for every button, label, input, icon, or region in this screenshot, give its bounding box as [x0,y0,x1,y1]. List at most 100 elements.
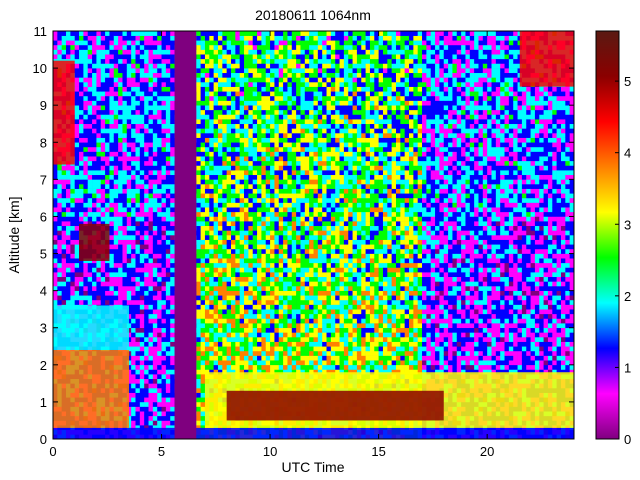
heatmap-cell [165,54,171,60]
heatmap-cell [113,109,119,115]
heatmap-cell [244,281,249,287]
heatmap-cell [235,68,240,74]
heatmap-cell [239,341,245,347]
heatmap-cell [131,128,136,134]
heatmap-cell [118,174,123,180]
heatmap-cell [296,179,301,185]
heatmap-cell [113,128,119,134]
heatmap-cell [148,86,154,92]
heatmap-cell [196,225,201,231]
heatmap-cell [87,262,93,268]
heatmap-cell [66,211,71,217]
heatmap-cell [235,290,240,296]
heatmap-cell [278,286,284,291]
heatmap-cell [118,105,123,111]
heatmap-cell [96,290,102,296]
heatmap-cell [261,160,267,166]
heatmap-cell [139,91,145,97]
heatmap-cell [296,309,301,315]
heatmap-cell [261,146,267,152]
heatmap-cell [257,35,262,41]
heatmap-cell [170,109,175,115]
heatmap-cell [144,374,149,380]
heatmap-cell [74,44,80,50]
heatmap-cell [270,230,275,236]
heatmap-cell [66,197,71,203]
heatmap-cell [222,137,227,143]
heatmap-cell [157,123,162,129]
heatmap-cell [296,360,301,366]
heatmap-cell [57,54,62,60]
heatmap-cell [131,374,136,380]
heatmap-cell [87,58,93,64]
heatmap-cell [291,216,297,222]
heatmap-cell [196,415,201,421]
heatmap-cell [226,244,232,250]
heatmap-cell [66,188,71,194]
heatmap-cell [148,374,154,380]
heatmap-cell [96,295,102,301]
heatmap-cell [139,35,145,41]
heatmap-cell [170,54,175,60]
heatmap-cell [283,221,288,227]
heatmap-cell [135,216,141,222]
heatmap-cell [170,230,175,236]
heatmap-cell [248,350,254,356]
heatmap-cell [118,193,123,199]
heatmap-cell [200,119,206,125]
heatmap-cell [278,202,284,208]
heatmap-cell [157,202,162,208]
heatmap-cell [165,100,171,106]
heatmap-cell [287,332,293,338]
heatmap-cell [217,197,223,203]
heatmap-cell [209,341,214,347]
heatmap-cell [139,337,145,342]
heatmap-cell [287,327,293,333]
heatmap-cell [270,346,275,352]
heatmap-cell [100,133,106,138]
heatmap-cell [118,35,123,41]
heatmap-cell [157,119,162,125]
heatmap-cell [148,160,154,166]
heatmap-cell [196,211,201,217]
heatmap-cell [113,54,119,60]
heatmap-cell [148,225,154,231]
heatmap-cell [144,299,149,305]
heatmap-cell [248,248,254,254]
heatmap-cell [165,392,171,398]
heatmap-cell [109,248,115,254]
heatmap-cell [148,146,154,152]
heatmap-cell [287,146,293,152]
heatmap-cell [139,369,145,375]
heatmap-cell [257,54,262,60]
heatmap-cell [296,355,301,361]
heatmap-cell [204,184,210,189]
heatmap-cell [217,119,223,125]
heatmap-cell [239,82,245,87]
heatmap-cell [126,207,132,213]
heatmap-cell [157,258,162,264]
heatmap-cell [161,383,167,389]
heatmap-cell [209,286,214,291]
heatmap-cell [126,401,132,407]
heatmap-cell [239,244,245,250]
heatmap-cell [126,225,132,231]
heatmap-cell [161,54,167,60]
heatmap-cell [144,77,149,83]
heatmap-cell [135,165,141,171]
heatmap-cell [170,188,175,194]
heatmap-cell [270,295,275,301]
heatmap-cell [296,230,301,236]
heatmap-cell [131,262,136,268]
heatmap-cell [53,230,58,236]
heatmap-cell [165,304,171,310]
heatmap-cell [131,31,136,36]
heatmap-cell [139,128,145,134]
heatmap-cell [257,109,262,115]
heatmap-cell [70,286,76,291]
heatmap-cell [244,202,249,208]
heatmap-cell [291,225,297,231]
heatmap-cell [144,332,149,338]
heatmap-cell [74,244,80,250]
heatmap-cell [217,40,223,46]
